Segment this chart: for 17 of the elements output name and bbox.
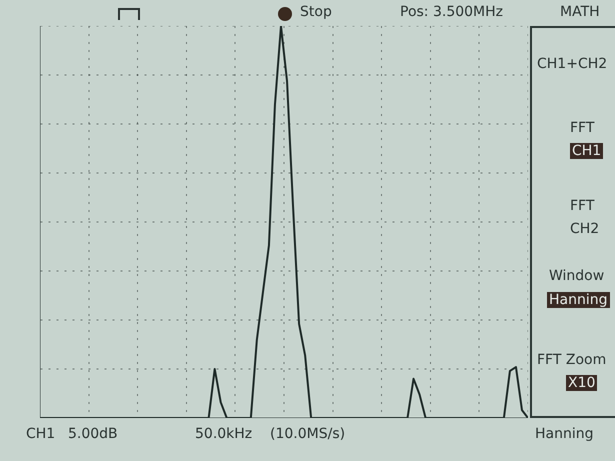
text: CH1+CH2 xyxy=(537,56,608,72)
text: CH1 xyxy=(570,143,604,159)
text: (10.0MS/s) xyxy=(270,426,346,442)
text: MATH xyxy=(560,4,600,20)
text: FFT Zoom xyxy=(537,352,606,368)
text: Hanning xyxy=(547,292,610,308)
text: Stop xyxy=(300,4,332,20)
text: CH2 xyxy=(570,221,600,237)
text: 50.0kHz xyxy=(195,426,252,442)
text: Pos: 3.500MHz xyxy=(400,4,504,20)
text: FFT xyxy=(570,198,594,214)
text: FFT xyxy=(570,120,594,136)
text: Hanning xyxy=(535,426,594,442)
text: CH1 xyxy=(26,426,56,442)
text: Window xyxy=(549,268,604,284)
text: 5.00dB xyxy=(68,426,118,442)
text: X10 xyxy=(566,375,598,391)
